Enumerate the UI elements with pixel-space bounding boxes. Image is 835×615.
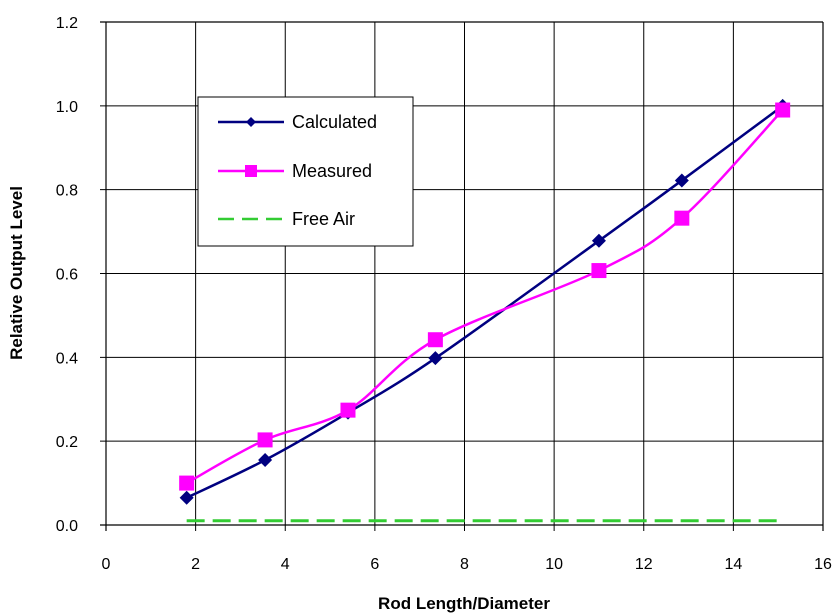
- legend-free-air-label: Free Air: [292, 209, 355, 229]
- y-tick-label: 0.6: [56, 267, 78, 284]
- legend-measured-label: Measured: [292, 161, 372, 181]
- measured-point: [340, 402, 356, 418]
- measured-point: [674, 210, 690, 226]
- x-tick-label: 12: [635, 556, 653, 573]
- y-tick-label: 1.0: [56, 99, 78, 116]
- legend-calculated-marker: [246, 117, 256, 127]
- y-axis-title: Relative Output Level: [7, 186, 26, 360]
- calculated-point: [674, 173, 689, 188]
- measured-point: [775, 102, 791, 118]
- measured-point: [591, 263, 607, 279]
- calculated-point: [258, 453, 273, 468]
- y-tick-label: 1.2: [56, 15, 78, 32]
- x-tick-labels: 0 2 4 6 8 10 12 14 16: [102, 556, 832, 573]
- y-tick-label: 0.2: [56, 434, 78, 451]
- y-tick-label: 0.4: [56, 350, 78, 367]
- x-tick-label: 0: [102, 556, 111, 573]
- y-tick-label: 0.8: [56, 183, 78, 200]
- x-tick-label: 8: [460, 556, 469, 573]
- x-tick-label: 10: [545, 556, 563, 573]
- y-tick-label: 0.0: [56, 518, 78, 535]
- x-tick-label: 4: [281, 556, 290, 573]
- x-tick-label: 14: [724, 556, 742, 573]
- y-tick-labels: 0.0 0.2 0.4 0.6 0.8 1.0 1.2: [56, 15, 78, 535]
- x-tick-label: 16: [814, 556, 832, 573]
- legend-measured-marker: [245, 165, 257, 177]
- calculated-point: [428, 351, 443, 366]
- measured-point: [179, 475, 195, 491]
- calculated-point: [179, 490, 194, 505]
- x-axis-title: Rod Length/Diameter: [378, 594, 550, 613]
- measured-point: [427, 332, 443, 348]
- series-layer: [179, 98, 791, 523]
- legend: Calculated Measured Free Air: [197, 96, 414, 247]
- calculated-point: [591, 233, 606, 248]
- x-tick-label: 6: [370, 556, 379, 573]
- measured-point: [257, 432, 273, 448]
- x-tick-label: 2: [191, 556, 200, 573]
- legend-calculated-label: Calculated: [292, 112, 377, 132]
